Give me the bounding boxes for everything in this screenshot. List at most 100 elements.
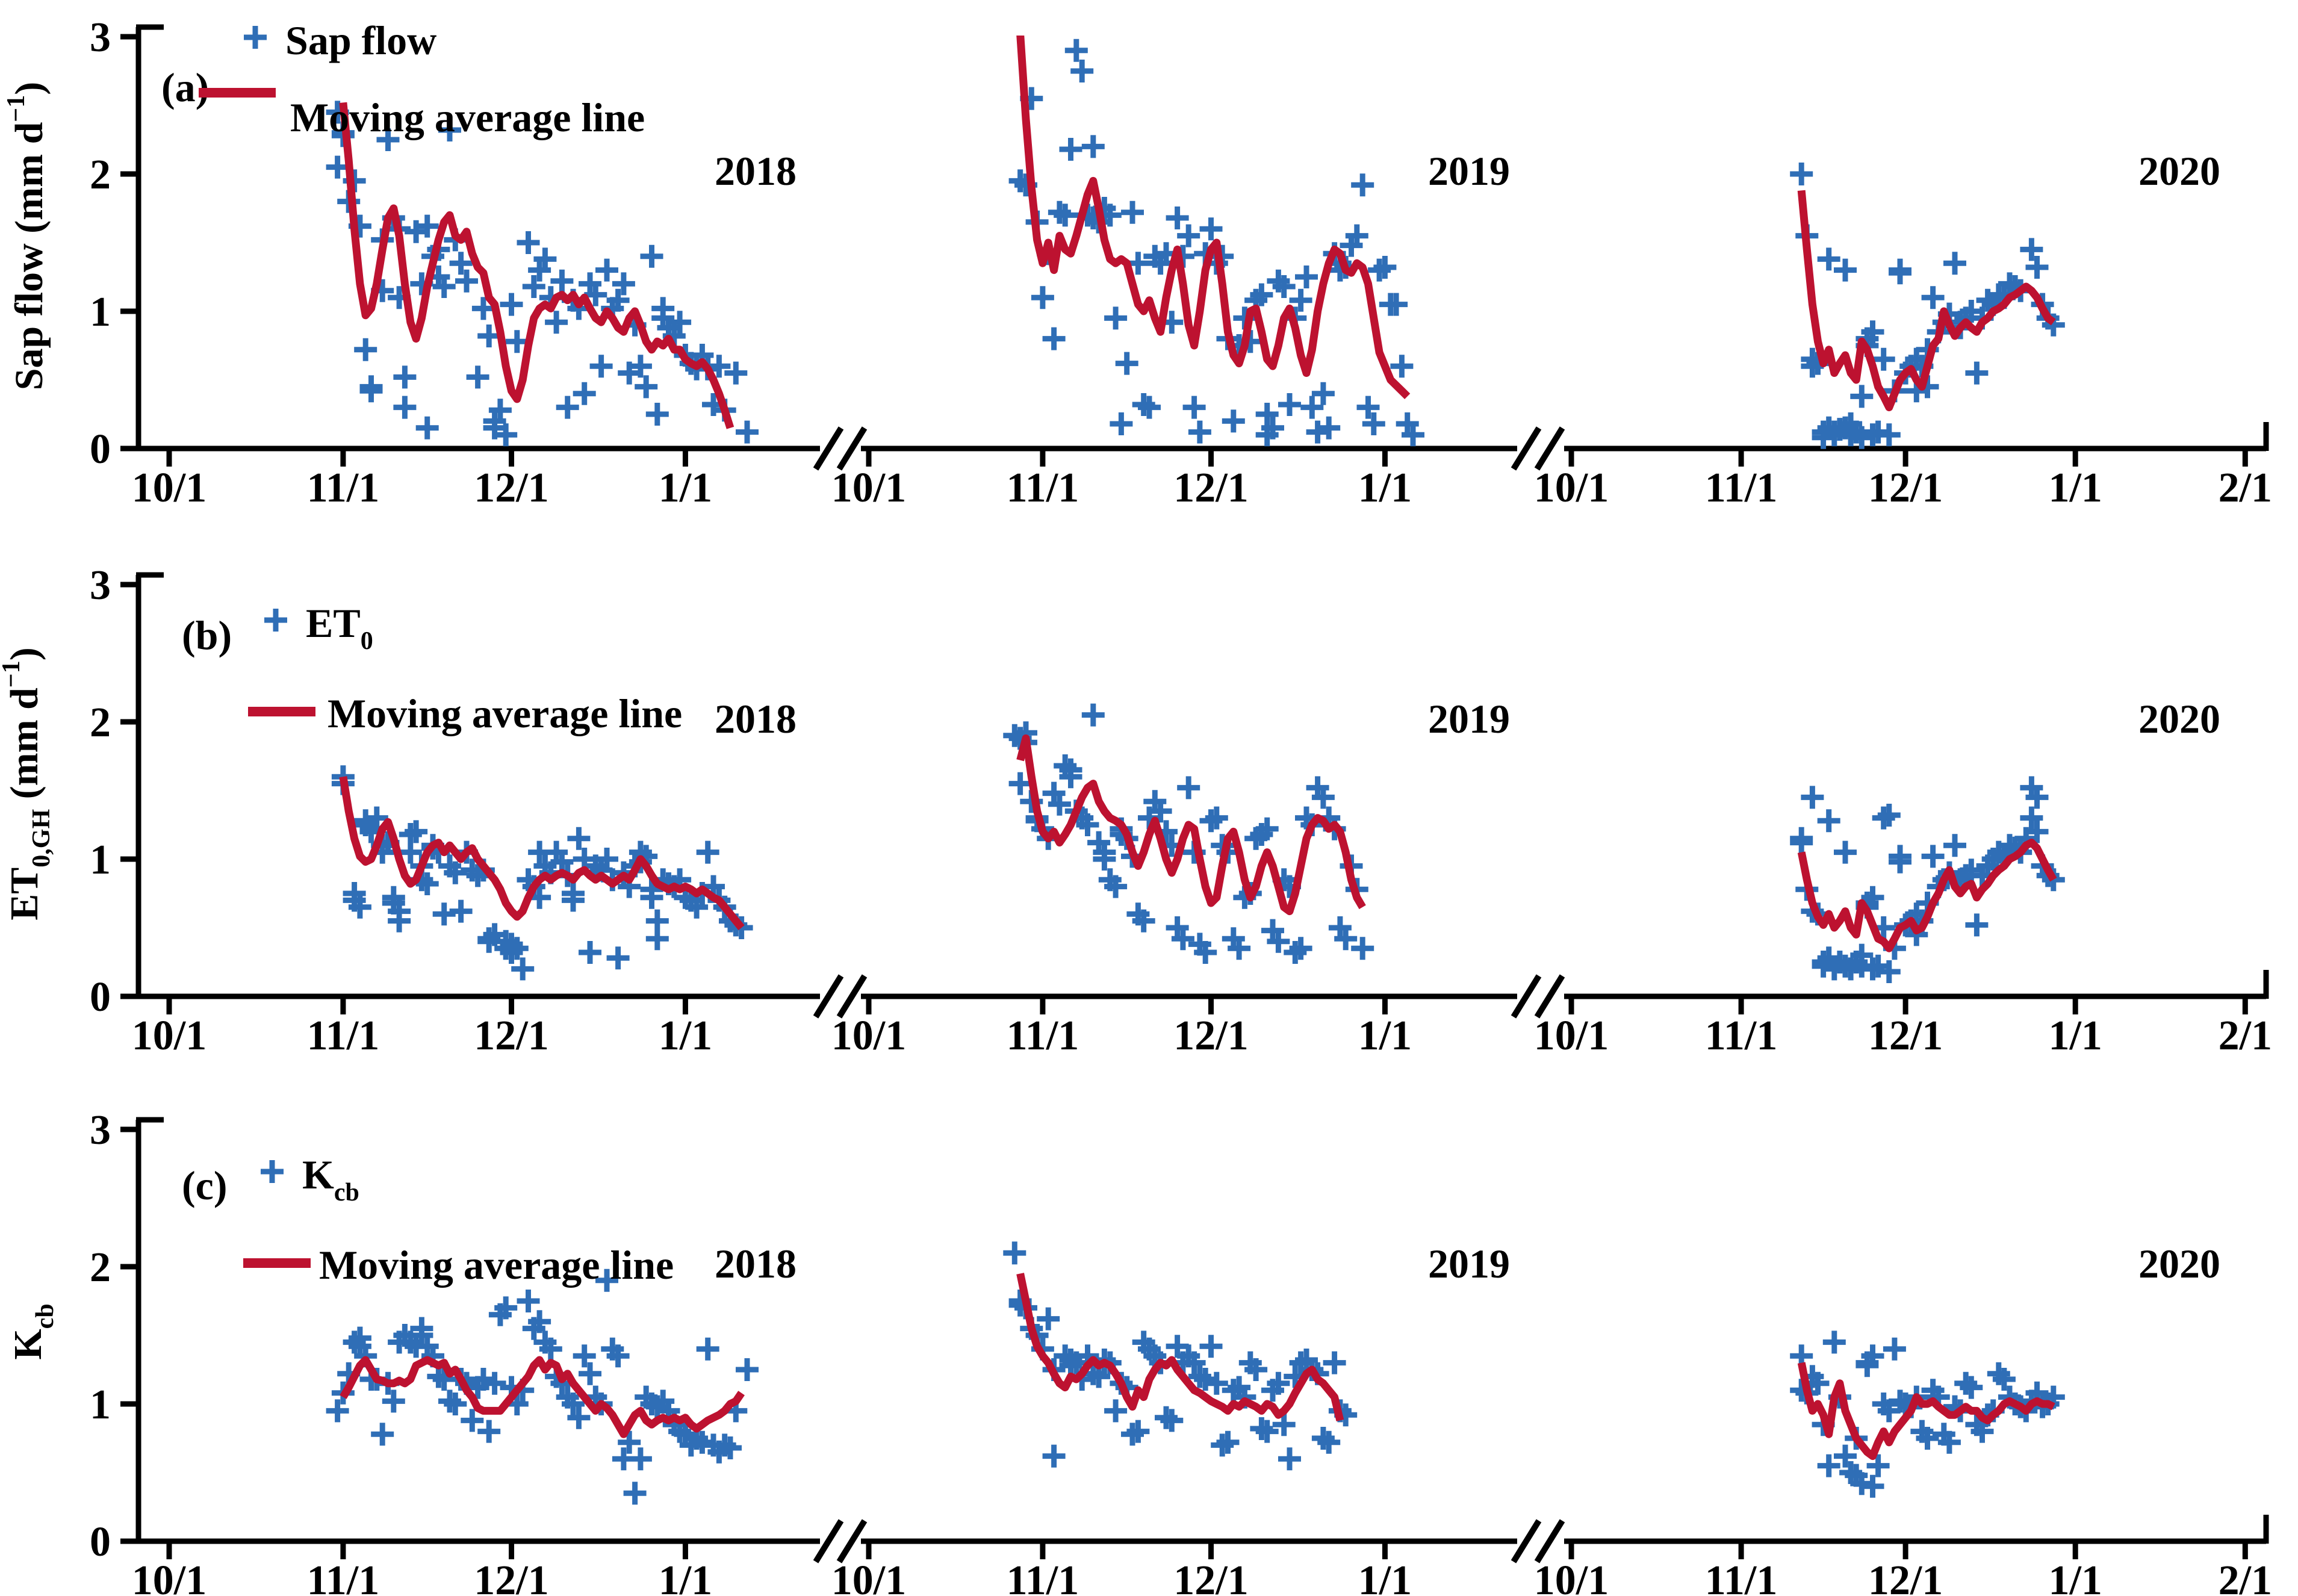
x-tick-label: 1/1 xyxy=(1358,1557,1412,1596)
axis-break-icon xyxy=(813,974,844,1019)
x-tick-label: 12/1 xyxy=(474,1013,548,1059)
y-tick-label: 1 xyxy=(90,289,111,335)
year-label: 2019 xyxy=(1428,696,1510,742)
y-tick-label: 0 xyxy=(90,974,111,1020)
x-tick-label: 12/1 xyxy=(1173,1557,1248,1596)
axis-break-icon xyxy=(1511,1519,1542,1563)
x-tick-label: 12/1 xyxy=(1868,465,1943,511)
axis-break-icon xyxy=(813,1519,844,1563)
x-tick-label: 10/1 xyxy=(132,1013,207,1059)
scatter-points xyxy=(1008,39,1424,447)
x-tick-label: 1/1 xyxy=(659,1557,712,1596)
x-tick-label: 12/1 xyxy=(474,1557,548,1596)
year-label: 2020 xyxy=(2138,148,2220,194)
x-tick-label: 1/1 xyxy=(659,465,712,511)
axis-break-icon xyxy=(813,426,844,471)
y-tick-label: 2 xyxy=(90,152,111,198)
x-tick-label: 2/1 xyxy=(2219,1013,2272,1059)
x-tick-label: 1/1 xyxy=(659,1013,712,1059)
x-tick-label: 1/1 xyxy=(2048,1557,2102,1596)
axis-break-icon xyxy=(1534,974,1565,1019)
x-tick-label: 2/1 xyxy=(2219,1557,2272,1596)
axis-break-icon xyxy=(1511,426,1542,471)
y-axis-label: Kcb xyxy=(6,1303,59,1359)
y-tick-label: 1 xyxy=(90,1382,111,1428)
y-tick-label: 1 xyxy=(90,837,111,883)
moving-average-line xyxy=(339,776,745,931)
panel-label: (c) xyxy=(182,1163,227,1208)
moving-average-line xyxy=(339,102,734,429)
x-tick-label: 11/1 xyxy=(1705,1557,1778,1596)
moving-average-line xyxy=(1016,36,1411,400)
scatter-points xyxy=(1003,1241,1358,1471)
moving-average-line xyxy=(340,1356,745,1438)
x-tick-label: 11/1 xyxy=(1007,1557,1079,1596)
x-tick-label: 10/1 xyxy=(831,1557,906,1596)
x-tick-label: 1/1 xyxy=(1358,465,1412,511)
x-tick-label: 11/1 xyxy=(1007,1013,1079,1059)
x-tick-label: 10/1 xyxy=(1534,1557,1609,1596)
x-tick-label: 11/1 xyxy=(1705,465,1778,511)
x-tick-label: 11/1 xyxy=(307,465,380,511)
year-label: 2019 xyxy=(1428,148,1510,194)
year-label: 2018 xyxy=(715,696,797,742)
year-label: 2020 xyxy=(2138,1241,2220,1287)
legend-label: Moving average line xyxy=(319,1242,674,1288)
x-tick-label: 1/1 xyxy=(2048,465,2102,511)
axis-break-icon xyxy=(1534,1519,1565,1563)
legend-label: Kcb xyxy=(302,1152,359,1206)
axis-break-icon xyxy=(1511,974,1542,1019)
year-label: 2019 xyxy=(1428,1241,1510,1287)
x-tick-label: 10/1 xyxy=(1534,465,1609,511)
moving-average-line xyxy=(1797,1362,2055,1461)
y-axis-label: Sap flow (mm d−1) xyxy=(2,82,51,390)
moving-average-line xyxy=(1797,839,2057,952)
legend-label: Moving average line xyxy=(290,95,645,140)
x-tick-label: 10/1 xyxy=(831,1013,906,1059)
legend-label: Sap flow xyxy=(285,17,436,63)
y-tick-label: 0 xyxy=(90,1519,111,1565)
legend-cross-marker-icon xyxy=(244,26,267,49)
moving-average-line xyxy=(1016,734,1366,916)
panel-a-sap-flow: 0 1 2 3 Sap flow (mm d−1) 10/1 11/1 12/1 1/1 2018… xyxy=(2,14,2272,511)
x-tick-label: 1/1 xyxy=(2048,1013,2102,1059)
x-tick-label: 12/1 xyxy=(1868,1557,1943,1596)
x-tick-label: 12/1 xyxy=(1173,465,1248,511)
panel-label: (a) xyxy=(161,64,209,110)
axis-break-icon xyxy=(836,974,868,1019)
y-tick-label: 3 xyxy=(90,562,111,609)
y-tick-label: 0 xyxy=(90,426,111,473)
y-tick-label: 3 xyxy=(90,14,111,61)
x-tick-label: 12/1 xyxy=(1868,1013,1943,1059)
year-label: 2020 xyxy=(2138,696,2220,742)
axis-break-icon xyxy=(836,426,868,471)
scatter-points xyxy=(1790,776,2065,983)
y-tick-label: 3 xyxy=(90,1107,111,1154)
moving-average-line xyxy=(1797,190,2056,412)
axis-break-icon xyxy=(1534,426,1565,471)
x-tick-label: 1/1 xyxy=(1358,1013,1412,1059)
legend-cross-marker-icon xyxy=(261,1160,284,1183)
legend-label: ET0 xyxy=(306,600,373,655)
x-tick-label: 11/1 xyxy=(307,1557,380,1596)
x-tick-label: 11/1 xyxy=(1007,465,1079,511)
y-axis-label: ET0,GH (mm d−1) xyxy=(0,647,55,920)
year-label: 2018 xyxy=(715,1241,797,1287)
x-tick-label: 12/1 xyxy=(1173,1013,1248,1059)
y-tick-label: 2 xyxy=(90,1244,111,1291)
x-tick-label: 2/1 xyxy=(2219,465,2272,511)
scatter-points xyxy=(1790,163,2065,449)
x-tick-label: 10/1 xyxy=(1534,1013,1609,1059)
y-tick-label: 2 xyxy=(90,700,111,746)
panel-label: (b) xyxy=(182,612,232,658)
x-tick-label: 11/1 xyxy=(307,1013,380,1059)
scatter-points xyxy=(326,101,759,447)
legend-cross-marker-icon xyxy=(264,609,287,632)
x-tick-label: 10/1 xyxy=(132,1557,207,1596)
legend-label: Moving average line xyxy=(328,691,682,736)
x-tick-label: 10/1 xyxy=(831,465,906,511)
year-label: 2018 xyxy=(715,148,797,194)
x-tick-label: 11/1 xyxy=(1705,1013,1778,1059)
x-tick-label: 10/1 xyxy=(132,465,207,511)
